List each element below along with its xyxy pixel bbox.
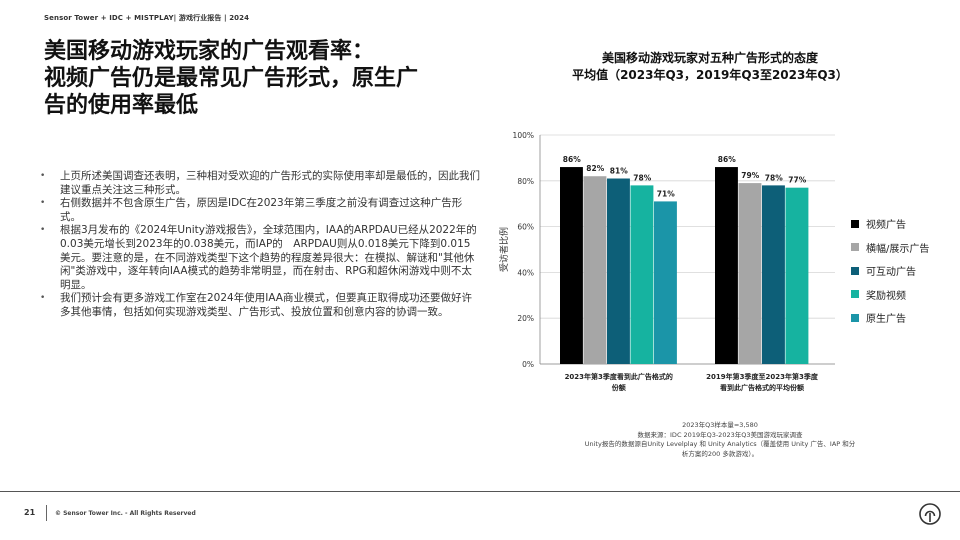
footer-divider	[0, 491, 960, 492]
y-axis-label: 受访者比例	[498, 227, 510, 272]
legend-swatch	[851, 266, 859, 275]
bar	[715, 167, 738, 364]
legend-swatch	[851, 290, 859, 299]
bullet-list: 上页所述美国调查还表明，三种相对受欢迎的广告形式的实际使用率却是最低的，因此我们…	[40, 170, 480, 320]
bullet-item: 上页所述美国调查还表明，三种相对受欢迎的广告形式的实际使用率却是最低的，因此我们…	[40, 170, 480, 197]
y-tick-label: 40%	[517, 268, 534, 277]
bar	[607, 178, 630, 364]
bar	[738, 183, 762, 364]
bullet-item: 我们预计会有更多游戏工作室在2024年使用IAA商业模式，但要真正取得成功还要做…	[40, 292, 480, 319]
bar	[654, 201, 677, 364]
page-title: 美国移动游戏玩家的广告观看率： 视频广告仍是最常见广告形式，原生广 告的使用率最…	[44, 38, 464, 119]
bar-chart: 0% 20% 40% 60% 80% 100% 受访者比例 86% 86% 82% 79% 81% 78…	[498, 131, 835, 392]
y-tick-label: 100%	[513, 131, 534, 140]
y-tick-label: 0%	[522, 360, 534, 369]
legend-item: 横幅/展示广告	[851, 236, 929, 260]
data-label: 78%	[765, 173, 783, 182]
bar	[785, 187, 809, 364]
y-tick-label: 80%	[517, 177, 534, 186]
chart-title-line: 美国移动游戏玩家对五种广告形式的态度	[601, 51, 818, 65]
data-label: 82%	[586, 164, 604, 173]
footer-separator	[46, 505, 47, 521]
x-category-label: 看到此广告格式的平均份额	[720, 383, 804, 392]
legend-label: 可互动广告	[866, 267, 916, 279]
bar	[560, 167, 583, 364]
x-category-label: 2023年第3季度看到此广告格式的	[565, 372, 673, 381]
data-label: 86%	[563, 155, 581, 164]
note-line: 析方案的200 多款游戏）。	[681, 449, 759, 458]
sensor-tower-logo-icon	[919, 503, 941, 525]
bullet-item: 根据3月发布的《2024年Unity游戏报告》，全球范围内，IAA的ARPDAU…	[40, 224, 480, 292]
data-label: 81%	[610, 167, 628, 176]
page-number: 21	[24, 508, 36, 517]
y-tick-label: 60%	[517, 223, 534, 232]
legend-label: 奖励视频	[866, 290, 906, 302]
note-line: 2023年Q3样本量=3,580	[682, 421, 758, 429]
data-label: 86%	[718, 155, 736, 164]
legend-label: 横幅/展示广告	[866, 243, 930, 255]
legend-item: 视频广告	[851, 212, 929, 236]
page-title-line: 美国移动游戏玩家的广告观看率：	[44, 39, 375, 64]
copyright-text: © Sensor Tower Inc. - All Rights Reserve…	[55, 510, 196, 517]
page-title-line: 告的使用率最低	[44, 93, 199, 118]
bar	[630, 185, 654, 364]
x-category-label: 份额	[612, 383, 626, 392]
legend-label: 原生广告	[866, 314, 906, 326]
y-tick-label: 20%	[517, 314, 534, 323]
report-source-line: Sensor Tower + IDC + MISTPLAY| 游戏行业报告 | …	[44, 14, 250, 22]
x-category-label: 2019年第3季度至2023年第3季度	[706, 372, 819, 381]
note-line: 数据来源：IDC 2019年Q3-2023年Q3美国游戏玩家调查	[637, 430, 803, 439]
bullet-item: 右侧数据并不包含原生广告，原因是IDC在2023年第三季度之前没有调查过这种广告…	[40, 197, 480, 224]
legend-item: 可互动广告	[851, 259, 929, 283]
data-label: 78%	[633, 173, 651, 182]
legend-label: 视频广告	[866, 220, 906, 232]
chart-legend: 视频广告横幅/展示广告 可互动广告奖励视频原生广告	[851, 212, 929, 330]
data-label: 77%	[788, 176, 806, 185]
data-label: 71%	[657, 189, 675, 198]
bar	[762, 185, 785, 364]
chart-title-line: 平均值（2023年Q3，2019年Q3至2023年Q3）	[572, 68, 848, 82]
legend-item: 原生广告	[851, 306, 929, 330]
chart-notes: 2023年Q3样本量=3,580 数据来源：IDC 2019年Q3-2023年Q…	[560, 421, 880, 459]
chart-title: 美国移动游戏玩家对五种广告形式的态度 平均值（2023年Q3，2019年Q3至2…	[560, 50, 860, 84]
note-line: Unity报告的数据源自Unity Levelplay 和 Unity Anal…	[584, 440, 856, 448]
legend-item: 奖励视频	[851, 283, 929, 307]
data-label: 79%	[741, 171, 759, 180]
page-title-line: 视频广告仍是最常见广告形式，原生广	[44, 66, 419, 91]
bar	[583, 176, 607, 364]
legend-swatch	[851, 243, 859, 252]
legend-swatch	[851, 313, 859, 322]
legend-swatch	[851, 219, 859, 228]
